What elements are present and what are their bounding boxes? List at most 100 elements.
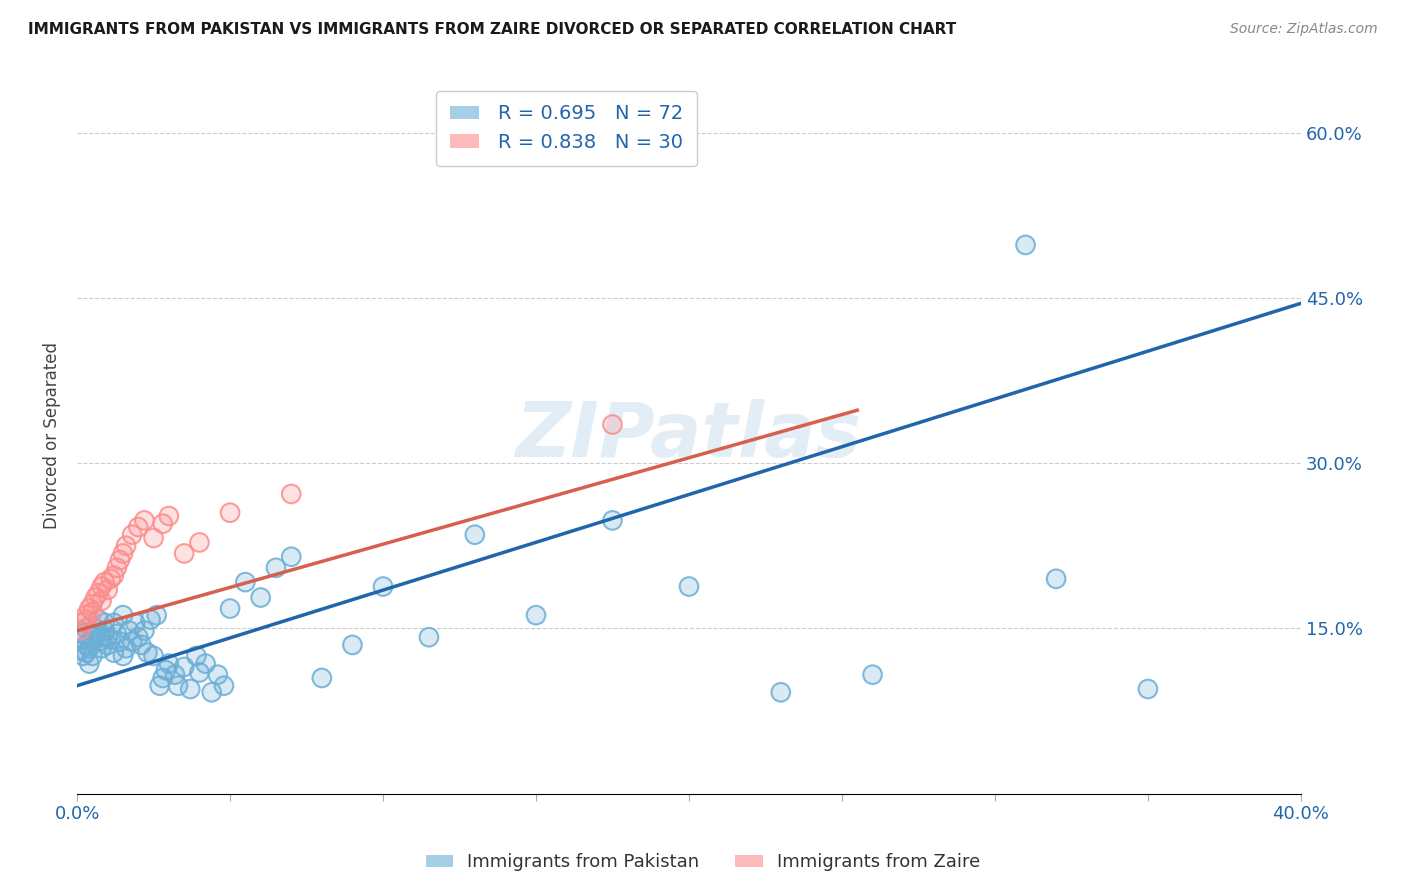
- Point: [84, 627, 107, 641]
- Point: [100, 632, 122, 647]
- Point: [142, 648, 165, 663]
- Point: [111, 648, 134, 663]
- Point: [249, 591, 271, 605]
- Point: [127, 630, 149, 644]
- Point: [105, 627, 128, 641]
- Legend: Immigrants from Pakistan, Immigrants from Zaire: Immigrants from Pakistan, Immigrants fro…: [419, 847, 987, 879]
- Point: [134, 513, 156, 527]
- Point: [149, 679, 172, 693]
- Point: [82, 597, 104, 611]
- Point: [75, 638, 97, 652]
- Point: [79, 657, 101, 671]
- Point: [103, 646, 125, 660]
- Point: [69, 624, 91, 638]
- Point: [90, 641, 112, 656]
- Point: [188, 535, 211, 549]
- Point: [134, 624, 156, 638]
- Point: [1045, 572, 1067, 586]
- Point: [157, 657, 180, 671]
- Point: [131, 638, 153, 652]
- Point: [111, 648, 134, 663]
- Point: [602, 417, 624, 432]
- Point: [69, 643, 91, 657]
- Point: [93, 615, 115, 630]
- Point: [219, 506, 242, 520]
- Point: [72, 648, 94, 663]
- Point: [235, 575, 257, 590]
- Point: [79, 601, 101, 615]
- Point: [90, 580, 112, 594]
- Point: [115, 539, 138, 553]
- Point: [72, 615, 94, 630]
- Point: [84, 621, 107, 635]
- Point: [103, 615, 125, 630]
- Point: [207, 667, 229, 681]
- Point: [75, 646, 97, 660]
- Point: [100, 572, 122, 586]
- Point: [75, 638, 97, 652]
- Point: [602, 513, 624, 527]
- Point: [82, 648, 104, 663]
- Text: Source: ZipAtlas.com: Source: ZipAtlas.com: [1230, 22, 1378, 37]
- Point: [97, 638, 120, 652]
- Point: [1045, 572, 1067, 586]
- Point: [111, 608, 134, 623]
- Point: [157, 657, 180, 671]
- Point: [79, 601, 101, 615]
- Point: [212, 679, 235, 693]
- Legend: R = 0.695   N = 72, R = 0.838   N = 30: R = 0.695 N = 72, R = 0.838 N = 30: [436, 91, 697, 166]
- Point: [111, 608, 134, 623]
- Point: [342, 638, 364, 652]
- Point: [121, 634, 143, 648]
- Point: [1014, 238, 1036, 252]
- Point: [82, 605, 104, 619]
- Point: [103, 615, 125, 630]
- Point: [72, 627, 94, 641]
- Point: [264, 561, 287, 575]
- Point: [602, 417, 624, 432]
- Point: [115, 641, 138, 656]
- Point: [173, 660, 195, 674]
- Point: [82, 634, 104, 648]
- Point: [105, 561, 128, 575]
- Point: [87, 634, 110, 648]
- Point: [97, 582, 120, 597]
- Point: [142, 531, 165, 545]
- Point: [149, 679, 172, 693]
- Point: [103, 568, 125, 582]
- Point: [311, 671, 333, 685]
- Point: [93, 624, 115, 638]
- Point: [219, 601, 242, 615]
- Text: IMMIGRANTS FROM PAKISTAN VS IMMIGRANTS FROM ZAIRE DIVORCED OR SEPARATED CORRELAT: IMMIGRANTS FROM PAKISTAN VS IMMIGRANTS F…: [28, 22, 956, 37]
- Point: [82, 597, 104, 611]
- Point: [235, 575, 257, 590]
- Y-axis label: Divorced or Separated: Divorced or Separated: [44, 342, 60, 529]
- Point: [87, 613, 110, 627]
- Point: [131, 638, 153, 652]
- Point: [179, 681, 201, 696]
- Point: [127, 520, 149, 534]
- Point: [145, 608, 167, 623]
- Point: [75, 613, 97, 627]
- Point: [136, 646, 159, 660]
- Point: [105, 627, 128, 641]
- Point: [769, 685, 792, 699]
- Point: [103, 568, 125, 582]
- Point: [93, 615, 115, 630]
- Point: [524, 608, 547, 623]
- Point: [186, 648, 208, 663]
- Point: [152, 516, 174, 531]
- Point: [72, 615, 94, 630]
- Point: [82, 605, 104, 619]
- Point: [97, 630, 120, 644]
- Point: [79, 657, 101, 671]
- Point: [87, 613, 110, 627]
- Point: [280, 549, 302, 564]
- Point: [163, 667, 186, 681]
- Point: [862, 667, 884, 681]
- Point: [82, 630, 104, 644]
- Point: [108, 634, 131, 648]
- Point: [82, 634, 104, 648]
- Point: [121, 527, 143, 541]
- Point: [79, 641, 101, 656]
